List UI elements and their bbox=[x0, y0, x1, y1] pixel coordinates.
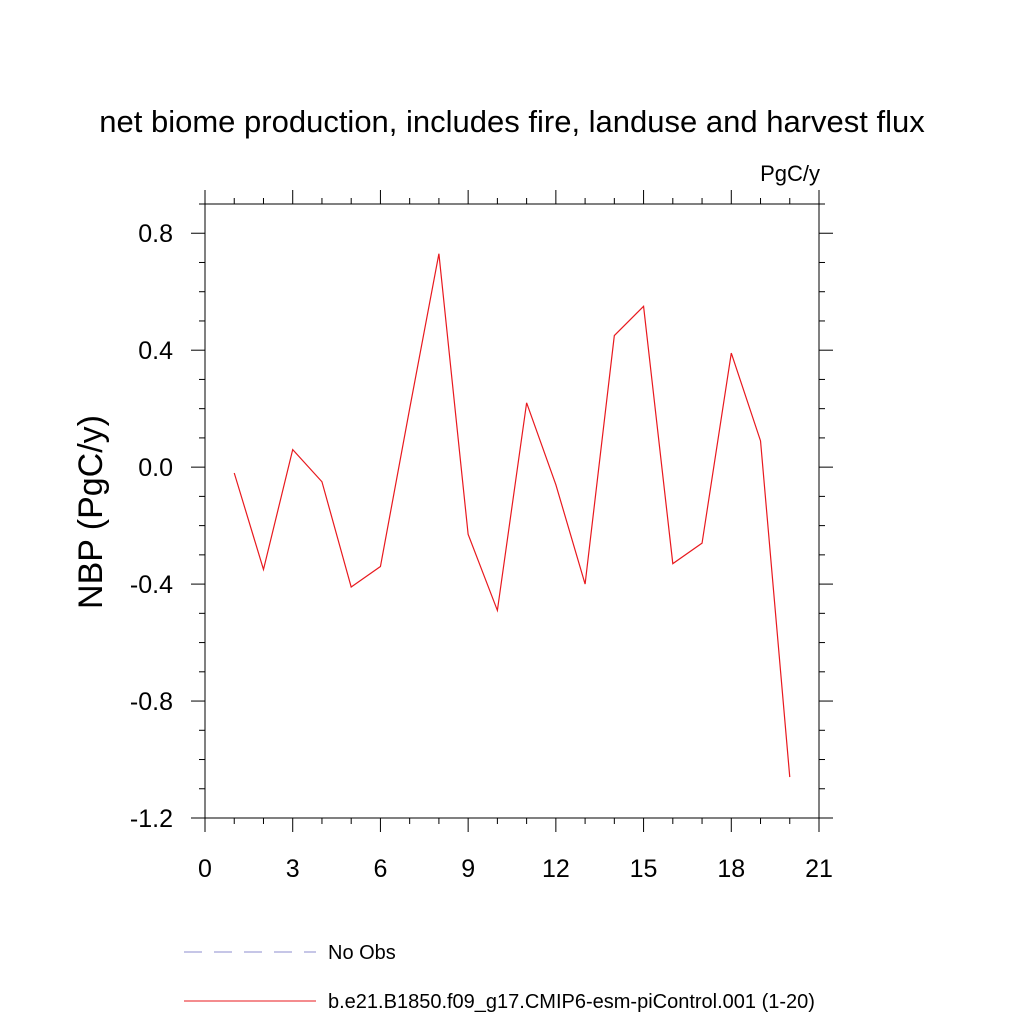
x-tick-label: 6 bbox=[373, 855, 387, 883]
data-point bbox=[525, 401, 528, 404]
x-tick-label: 12 bbox=[542, 855, 570, 883]
y-tick-label: -0.8 bbox=[130, 688, 173, 716]
data-point bbox=[320, 480, 323, 483]
x-tick-label: 21 bbox=[805, 855, 833, 883]
data-point bbox=[467, 533, 470, 536]
data-point bbox=[554, 483, 557, 486]
data-point bbox=[788, 776, 791, 779]
data-point bbox=[496, 609, 499, 612]
data-point bbox=[759, 439, 762, 442]
data-point bbox=[291, 448, 294, 451]
legend-label: No Obs bbox=[328, 942, 396, 964]
y-tick-label: -0.4 bbox=[130, 571, 173, 599]
legend: No Obs b.e21.B1850.f09_g17.CMIP6-esm-piCo… bbox=[184, 942, 815, 1013]
data-point bbox=[671, 562, 674, 565]
x-tick-label: 9 bbox=[461, 855, 475, 883]
y-tick-label: 0.8 bbox=[138, 220, 173, 248]
x-tick-label: 3 bbox=[286, 855, 300, 883]
data-point bbox=[701, 542, 704, 545]
data-point bbox=[379, 565, 382, 568]
data-point bbox=[730, 352, 733, 355]
data-point bbox=[437, 252, 440, 255]
series-layer bbox=[233, 252, 791, 779]
data-point bbox=[408, 407, 411, 410]
data-point bbox=[584, 583, 587, 586]
y-tick-label: 0.4 bbox=[138, 337, 173, 365]
x-tick-label: 0 bbox=[198, 855, 212, 883]
data-point bbox=[613, 334, 616, 337]
data-point bbox=[262, 568, 265, 571]
units-label: PgC/y bbox=[760, 161, 820, 186]
data-point bbox=[642, 305, 645, 308]
data-point bbox=[233, 471, 236, 474]
plot-frame bbox=[204, 203, 820, 819]
x-tick-label: 18 bbox=[717, 855, 745, 883]
legend-label: b.e21.B1850.f09_g17.CMIP6-esm-piControl.… bbox=[328, 991, 815, 1013]
y-axis-label: NBP (PgC/y) bbox=[72, 415, 110, 609]
data-point bbox=[350, 586, 353, 589]
axis-ticks: 0 3 6 9 12 15 18 21 -1.2 -0.8 -0.4 0.0 0.4 0.8 bbox=[130, 190, 833, 883]
y-tick-label: 0.0 bbox=[138, 454, 173, 482]
x-tick-label: 15 bbox=[630, 855, 658, 883]
series-line bbox=[233, 253, 791, 778]
y-tick-label: -1.2 bbox=[130, 805, 173, 833]
chart-title: net biome production, includes fire, lan… bbox=[99, 104, 925, 139]
